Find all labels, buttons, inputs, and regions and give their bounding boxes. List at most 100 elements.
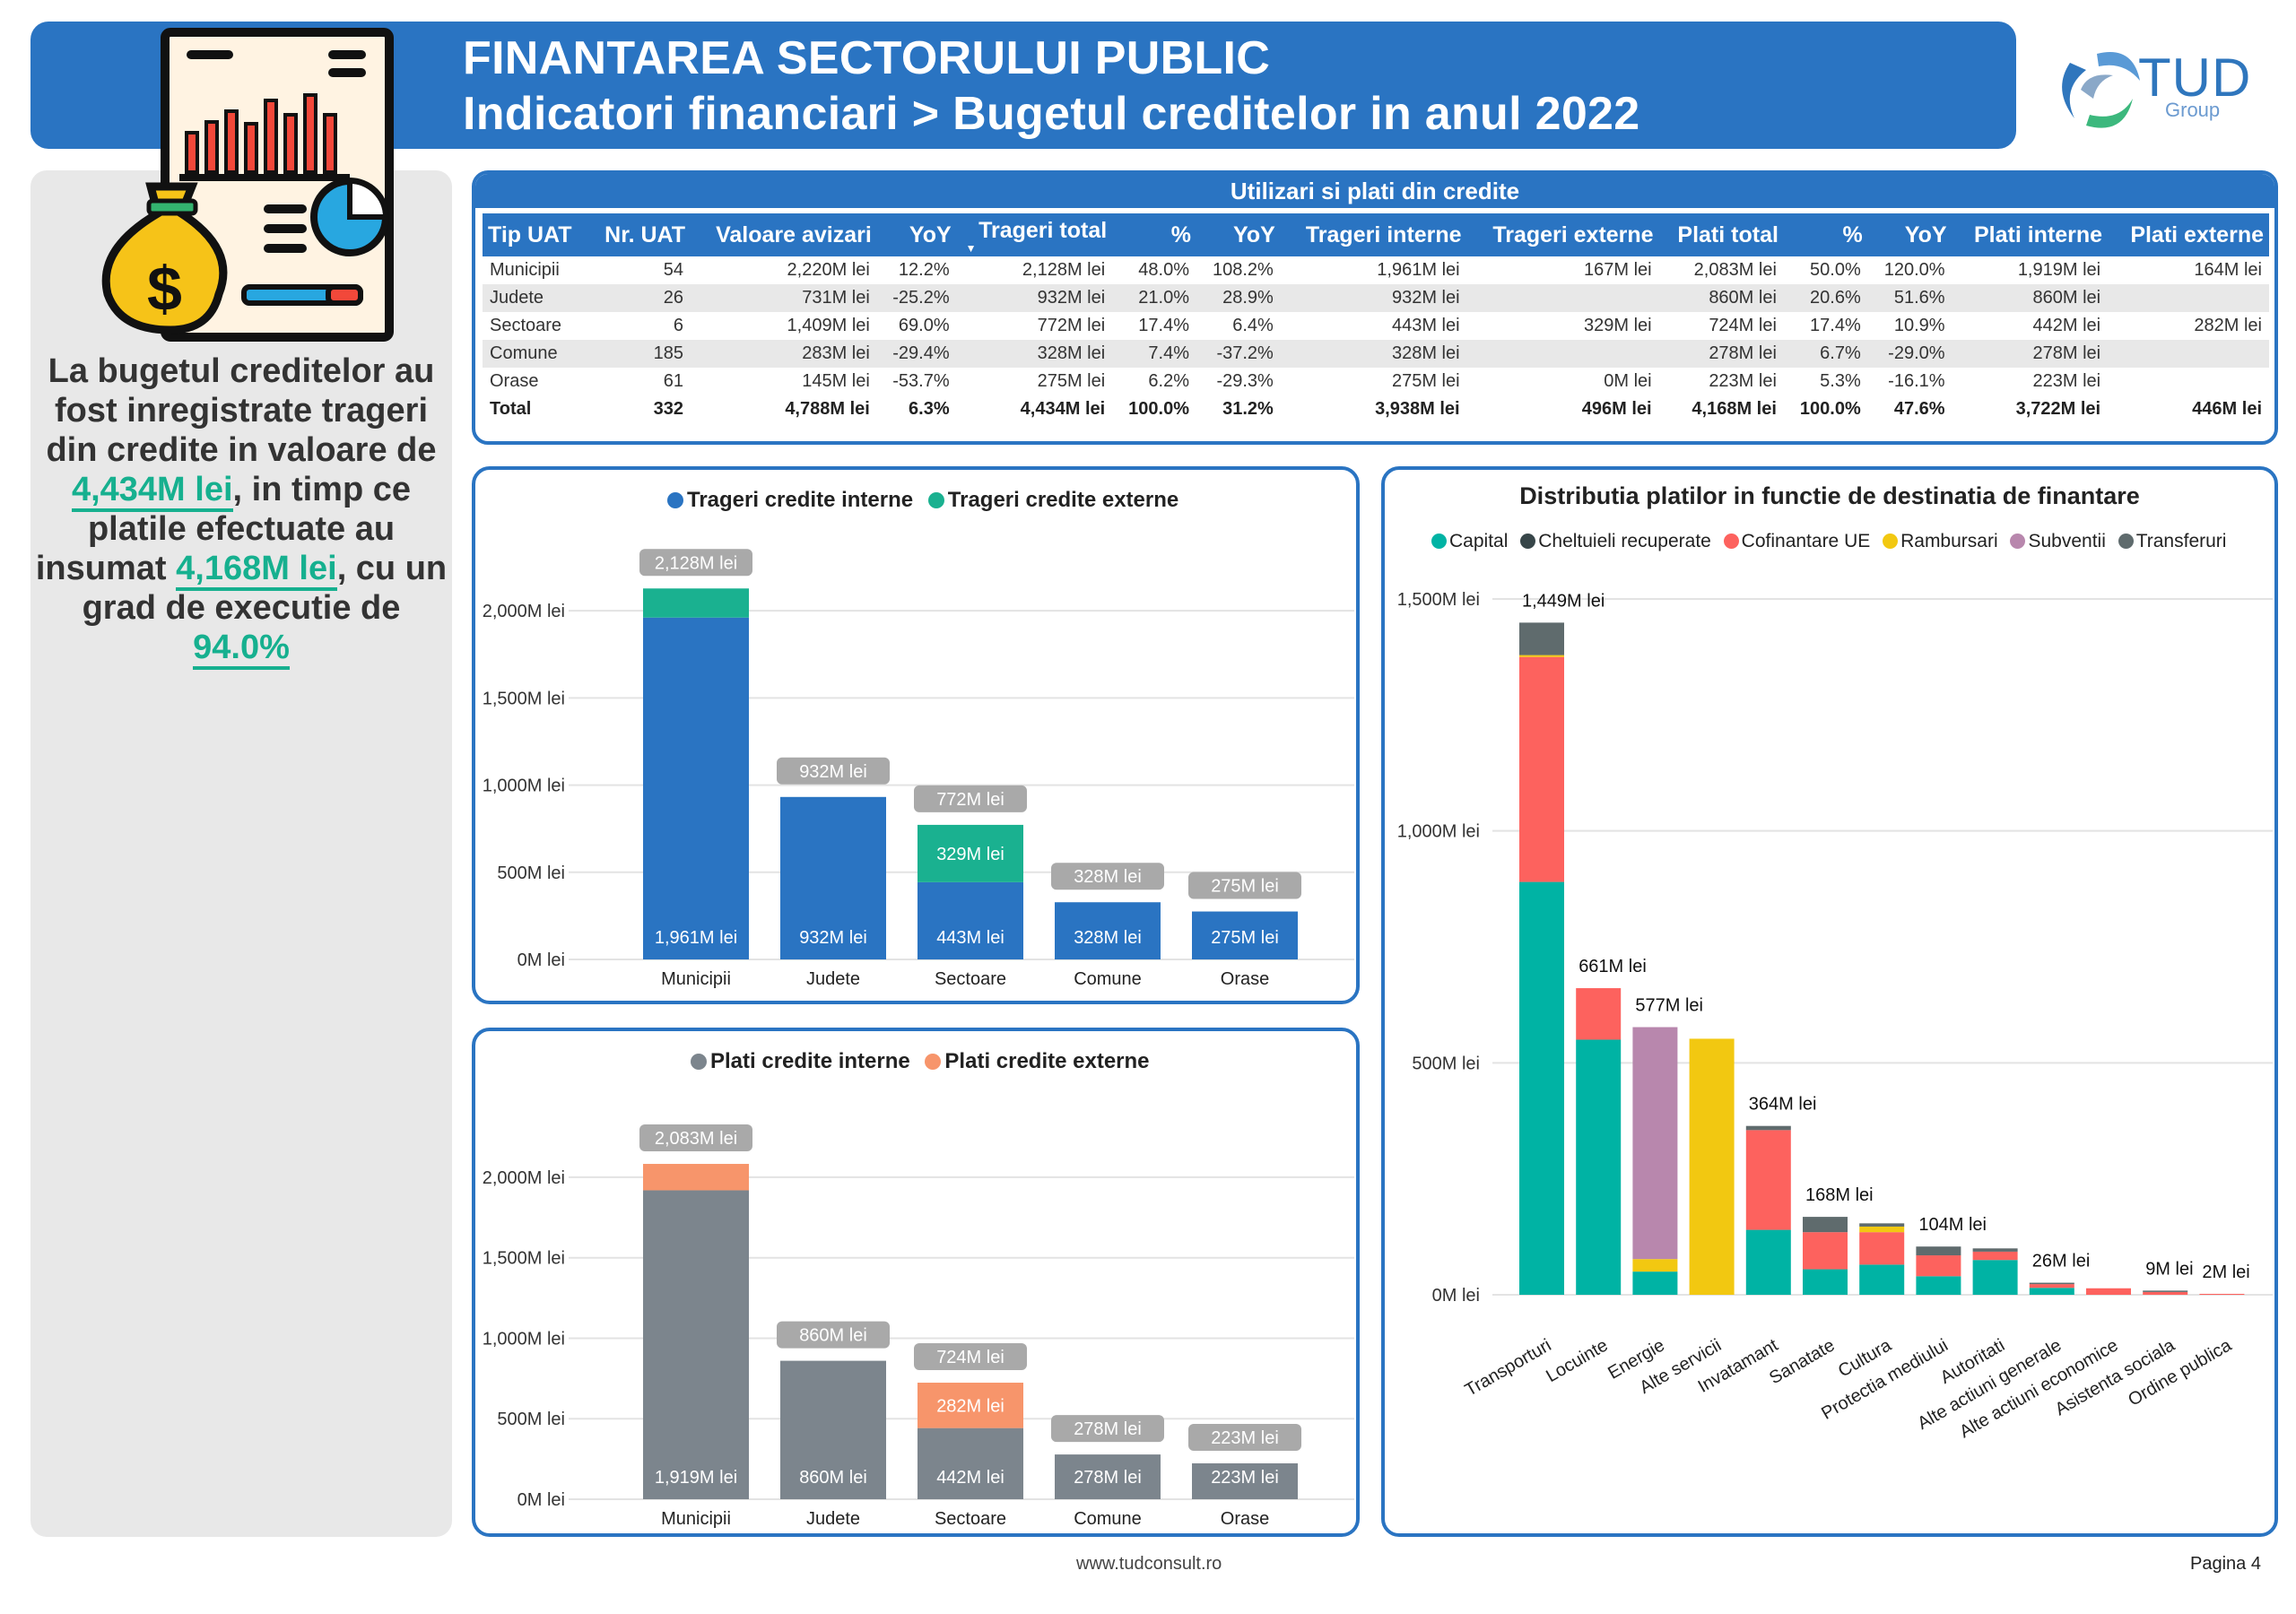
total-label: 2,083M lei: [655, 1129, 737, 1149]
legend-item[interactable]: Plati credite externe: [925, 1049, 1150, 1073]
col-header[interactable]: %: [1112, 213, 1196, 256]
legend-item[interactable]: Cofinantare UE: [1723, 531, 1870, 551]
bar-segment[interactable]: [643, 617, 749, 959]
bar-segment[interactable]: [1519, 622, 1564, 655]
footer-url[interactable]: www.tudconsult.ro: [1076, 1554, 1222, 1574]
bar-segment[interactable]: [1859, 1223, 1905, 1227]
bar-segment[interactable]: [918, 1427, 1023, 1499]
y-tick-label: 2,000M lei: [483, 1168, 565, 1188]
legend-item[interactable]: Capital: [1431, 531, 1508, 551]
bar-segment[interactable]: [1803, 1232, 1848, 1270]
col-header[interactable]: YoY: [1196, 213, 1281, 256]
table-cell: 275M lei: [1037, 371, 1106, 391]
bar-segment[interactable]: [1192, 1462, 1298, 1499]
table-total-row[interactable]: Total 332 4,788M lei 6.3% 4,434M lei 100.0% 31…: [483, 395, 2269, 423]
col-header[interactable]: Plati total: [1658, 213, 1784, 256]
bar-segment[interactable]: [1916, 1276, 1961, 1295]
bar-segment[interactable]: [2143, 1291, 2188, 1295]
bar-segment[interactable]: [1519, 656, 1564, 882]
bar-segment[interactable]: [918, 1383, 1023, 1428]
col-header[interactable]: %: [1783, 213, 1868, 256]
bar-segment[interactable]: [918, 824, 1023, 882]
bar-segment[interactable]: [1519, 881, 1564, 1295]
bar-segment[interactable]: [2029, 1288, 2074, 1295]
bar-segment[interactable]: [1632, 1027, 1678, 1260]
bar-segment[interactable]: [1803, 1217, 1848, 1233]
bar-segment[interactable]: [1632, 1259, 1678, 1272]
table-cell: 10.9%: [1893, 316, 1945, 335]
bar-segment[interactable]: [1972, 1260, 2018, 1295]
bar-segment[interactable]: [1859, 1226, 1905, 1233]
bar-segment[interactable]: [1972, 1248, 2018, 1252]
x-tick-label: Locuinte: [1543, 1335, 1611, 1386]
bar-segment[interactable]: [2029, 1282, 2074, 1285]
col-header[interactable]: Plati interne: [1952, 213, 2109, 256]
bar-segment[interactable]: [1192, 911, 1298, 959]
bar-segment[interactable]: [1745, 1130, 1791, 1230]
bar-segment[interactable]: [1859, 1264, 1905, 1295]
bar-segment[interactable]: [643, 1190, 749, 1499]
bar-segment[interactable]: [1916, 1246, 1961, 1256]
bar-segment[interactable]: [780, 1360, 886, 1499]
bar-segment[interactable]: [1632, 1271, 1678, 1295]
table-cell: 443M lei: [1391, 316, 1460, 335]
bar-segment[interactable]: [1745, 1125, 1791, 1131]
table-cell: [2108, 340, 2269, 368]
x-tick-label: Sanatate: [1766, 1335, 1838, 1388]
bar-segment[interactable]: [918, 881, 1023, 959]
table-cell: 185: [588, 340, 691, 368]
legend-item[interactable]: Subventii: [2010, 531, 2106, 551]
table-row[interactable]: Municipii 54 2,220M lei 12.2% 2,128M lei 48.0…: [483, 256, 2269, 284]
legend-dot-icon: [1723, 534, 1739, 549]
financial-report-icon: $: [101, 28, 394, 342]
table-row[interactable]: Comune 185 283M lei -29.4% 328M lei 7.4% -37.2…: [483, 340, 2269, 368]
table-row[interactable]: Orase 61 145M lei -53.7% 275M lei 6.2% -29.3% 2…: [483, 368, 2269, 395]
bar-segment[interactable]: [1972, 1251, 2018, 1261]
total-badge: [777, 1321, 890, 1349]
bar-segment[interactable]: [643, 588, 749, 618]
svg-text:$: $: [147, 254, 182, 324]
bar-segment[interactable]: [2086, 1288, 2131, 1295]
table-row[interactable]: Sectoare 6 1,409M lei 69.0% 772M lei 17.4% 6.4…: [483, 312, 2269, 340]
col-header-label: Trageri total: [978, 217, 1108, 243]
bar-segment[interactable]: [1519, 655, 1564, 657]
legend-item[interactable]: Cheltuieli recuperate: [1520, 531, 1711, 551]
col-header[interactable]: Trageri externe: [1466, 213, 1659, 256]
legend-item[interactable]: Trageri credite interne: [667, 488, 913, 512]
bar-segment[interactable]: [643, 1164, 749, 1191]
bar-segment[interactable]: [1916, 1255, 1961, 1277]
bar-segment[interactable]: [1055, 1454, 1161, 1499]
bar-segment[interactable]: [1745, 1229, 1791, 1295]
table-header-row: Tip UAT Nr. UAT Valoare avizari YoY Trag…: [483, 213, 2269, 256]
bar-segment[interactable]: [1576, 988, 1622, 1040]
col-header[interactable]: Trageri interne: [1280, 213, 1467, 256]
bar-segment[interactable]: [2143, 1290, 2188, 1292]
bar-segment[interactable]: [1859, 1232, 1905, 1265]
table-row[interactable]: Judete 26 731M lei -25.2% 932M lei 21.0% 28.9%…: [483, 284, 2269, 312]
col-header[interactable]: Tip UAT: [483, 213, 589, 256]
x-tick-label: Comune: [1074, 969, 1142, 989]
bar-segment[interactable]: [780, 796, 886, 959]
col-header[interactable]: YoY: [1867, 213, 1952, 256]
bar-segment[interactable]: [2029, 1284, 2074, 1289]
y-tick-label: 1,000M lei: [1397, 822, 1480, 842]
bar-segment[interactable]: [1055, 902, 1161, 959]
bar-segment[interactable]: [1576, 1039, 1622, 1295]
legend-item[interactable]: Rambursari: [1883, 531, 1998, 551]
col-header-sorted[interactable]: Trageri total ▼: [956, 213, 1113, 256]
table-cell: -53.7%: [892, 371, 950, 391]
summary-trageri-value: 4,434M lei: [71, 471, 233, 512]
col-header[interactable]: Nr. UAT: [588, 213, 691, 256]
legend-item[interactable]: Transferuri: [2118, 531, 2226, 551]
bar-segment[interactable]: [1803, 1269, 1848, 1295]
bar-segment[interactable]: [1689, 1038, 1735, 1295]
col-header[interactable]: Plati externe: [2108, 213, 2269, 256]
x-tick-label: Municipii: [661, 969, 731, 989]
legend-item[interactable]: Plati credite interne: [691, 1049, 910, 1073]
legend-item[interactable]: Trageri credite externe: [927, 488, 1178, 512]
y-tick-label: 500M lei: [497, 1410, 565, 1429]
bar-segment[interactable]: [2199, 1293, 2245, 1295]
col-header[interactable]: Valoare avizari: [691, 213, 877, 256]
col-header[interactable]: YoY: [876, 213, 957, 256]
total-label: 932M lei: [799, 762, 867, 782]
